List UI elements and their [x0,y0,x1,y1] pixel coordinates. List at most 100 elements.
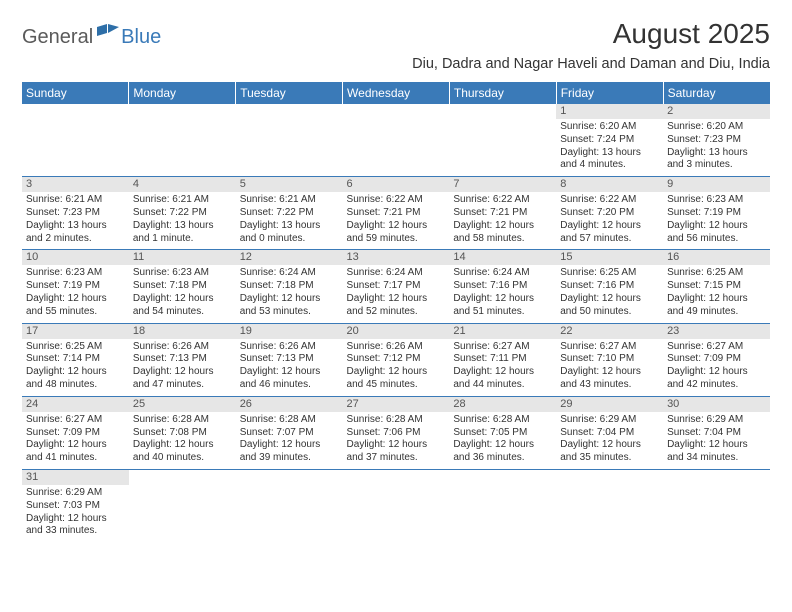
sunrise-text: Sunrise: 6:27 AM [560,341,659,354]
sunset-text: Sunset: 7:10 PM [560,353,659,366]
day-details: Sunrise: 6:22 AMSunset: 7:21 PMDaylight:… [343,192,450,249]
day-details: Sunrise: 6:23 AMSunset: 7:19 PMDaylight:… [663,192,770,249]
sunrise-text: Sunrise: 6:24 AM [347,267,446,280]
day-number: 26 [236,397,343,412]
sunset-text: Sunset: 7:13 PM [133,353,232,366]
day-details: Sunrise: 6:27 AMSunset: 7:09 PMDaylight:… [663,339,770,396]
calendar-cell: 14Sunrise: 6:24 AMSunset: 7:16 PMDayligh… [449,250,556,323]
calendar-cell: 7 Sunrise: 6:22 AMSunset: 7:21 PMDaylight… [449,177,556,250]
sunset-text: Sunset: 7:05 PM [453,427,552,440]
weekday-header: Sunday [22,82,129,104]
day-number: 27 [343,397,450,412]
day-number: 20 [343,324,450,339]
calendar-cell: 27Sunrise: 6:28 AMSunset: 7:06 PMDayligh… [343,396,450,469]
sunset-text: Sunset: 7:22 PM [240,207,339,220]
calendar-cell: 17Sunrise: 6:25 AMSunset: 7:14 PMDayligh… [22,323,129,396]
day-details [343,119,450,175]
daylight2-text: and 33 minutes. [26,525,125,538]
calendar-cell: 16Sunrise: 6:25 AMSunset: 7:15 PMDayligh… [663,250,770,323]
daylight1-text: Daylight: 12 hours [347,439,446,452]
day-number: 17 [22,324,129,339]
calendar-cell: 26Sunrise: 6:28 AMSunset: 7:07 PMDayligh… [236,396,343,469]
sunset-text: Sunset: 7:09 PM [26,427,125,440]
sunrise-text: Sunrise: 6:29 AM [26,487,125,500]
calendar-cell [129,104,236,177]
daylight2-text: and 40 minutes. [133,452,232,465]
daylight1-text: Daylight: 12 hours [453,366,552,379]
sunrise-text: Sunrise: 6:25 AM [26,341,125,354]
sunrise-text: Sunrise: 6:26 AM [133,341,232,354]
calendar-cell: 4Sunrise: 6:21 AMSunset: 7:22 PMDaylight… [129,177,236,250]
day-number: 24 [22,397,129,412]
sunrise-text: Sunrise: 6:21 AM [240,194,339,207]
day-details: Sunrise: 6:26 AMSunset: 7:13 PMDaylight:… [236,339,343,396]
day-number: 5 [236,177,343,192]
calendar-cell: 25Sunrise: 6:28 AMSunset: 7:08 PMDayligh… [129,396,236,469]
sunrise-text: Sunrise: 6:23 AM [26,267,125,280]
daylight1-text: Daylight: 12 hours [560,220,659,233]
sunset-text: Sunset: 7:15 PM [667,280,766,293]
calendar-cell [129,469,236,542]
daylight2-text: and 55 minutes. [26,306,125,319]
daylight1-text: Daylight: 12 hours [453,220,552,233]
calendar-week-row: 3Sunrise: 6:21 AMSunset: 7:23 PMDaylight… [22,177,770,250]
calendar-cell: 18Sunrise: 6:26 AMSunset: 7:13 PMDayligh… [129,323,236,396]
sunrise-text: Sunrise: 6:22 AM [453,194,552,207]
calendar-cell [449,469,556,542]
day-details [556,485,663,541]
calendar-cell: 23Sunrise: 6:27 AMSunset: 7:09 PMDayligh… [663,323,770,396]
day-details [236,485,343,541]
daylight1-text: Daylight: 12 hours [453,439,552,452]
day-details: Sunrise: 6:25 AMSunset: 7:14 PMDaylight:… [22,339,129,396]
calendar-cell [236,104,343,177]
daylight1-text: Daylight: 12 hours [240,293,339,306]
sunrise-text: Sunrise: 6:26 AM [347,341,446,354]
daylight2-text: and 35 minutes. [560,452,659,465]
day-details: Sunrise: 6:21 AMSunset: 7:22 PMDaylight:… [129,192,236,249]
calendar-week-row: 10 Sunrise: 6:23 AMSunset: 7:19 PM Dayligh… [22,250,770,323]
daylight2-text: and 34 minutes. [667,452,766,465]
sunset-text: Sunset: 7:16 PM [453,280,552,293]
sunset-text: Sunset: 7:18 PM [240,280,339,293]
day-number: 7 [449,177,556,192]
sunset-text: Sunset: 7:19 PM [26,280,125,293]
day-number: 31 [22,470,129,485]
daylight1-text: Daylight: 13 hours [26,220,125,233]
day-number: 10 [22,250,129,265]
day-number: 19 [236,324,343,339]
sunset-text: Sunset: 7:14 PM [26,353,125,366]
daylight2-text: and 58 minutes. [453,233,552,246]
calendar-table: Sunday Monday Tuesday Wednesday Thursday… [22,82,770,542]
daylight1-text: Daylight: 13 hours [667,147,766,160]
daylight2-text: and 51 minutes. [453,306,552,319]
sunset-text: Sunset: 7:12 PM [347,353,446,366]
sunset-text: Sunset: 7:07 PM [240,427,339,440]
day-number: 4 [129,177,236,192]
calendar-cell [663,469,770,542]
weekday-header-row: Sunday Monday Tuesday Wednesday Thursday… [22,82,770,104]
day-details: Sunrise: 6:23 AMSunset: 7:18 PMDaylight:… [129,265,236,322]
daylight1-text: Daylight: 12 hours [560,293,659,306]
sunset-text: Sunset: 7:03 PM [26,500,125,513]
day-details: Sunrise: 6:27 AMSunset: 7:09 PMDaylight:… [22,412,129,469]
day-details: Sunrise: 6:27 AMSunset: 7:10 PMDaylight:… [556,339,663,396]
daylight1-text: Daylight: 12 hours [133,366,232,379]
daylight1-text: Daylight: 12 hours [347,366,446,379]
sunrise-text: Sunrise: 6:28 AM [240,414,339,427]
calendar-cell: 24Sunrise: 6:27 AMSunset: 7:09 PMDayligh… [22,396,129,469]
daylight2-text: and 42 minutes. [667,379,766,392]
day-details: Sunrise: 6:28 AMSunset: 7:05 PMDaylight:… [449,412,556,469]
sunset-text: Sunset: 7:13 PM [240,353,339,366]
day-details: Sunrise: 6:26 AMSunset: 7:13 PMDaylight:… [129,339,236,396]
calendar-cell: 3Sunrise: 6:21 AMSunset: 7:23 PMDaylight… [22,177,129,250]
flag-icon [97,24,119,45]
day-number [236,104,343,119]
day-details: Sunrise: 6:21 AMSunset: 7:23 PMDaylight:… [22,192,129,249]
sunset-text: Sunset: 7:21 PM [453,207,552,220]
calendar-cell: 19Sunrise: 6:26 AMSunset: 7:13 PMDayligh… [236,323,343,396]
calendar-cell: 2Sunrise: 6:20 AMSunset: 7:23 PMDaylight… [663,104,770,177]
sunrise-text: Sunrise: 6:23 AM [667,194,766,207]
calendar-cell [236,469,343,542]
daylight2-text: and 57 minutes. [560,233,659,246]
day-number: 1 [556,104,663,119]
